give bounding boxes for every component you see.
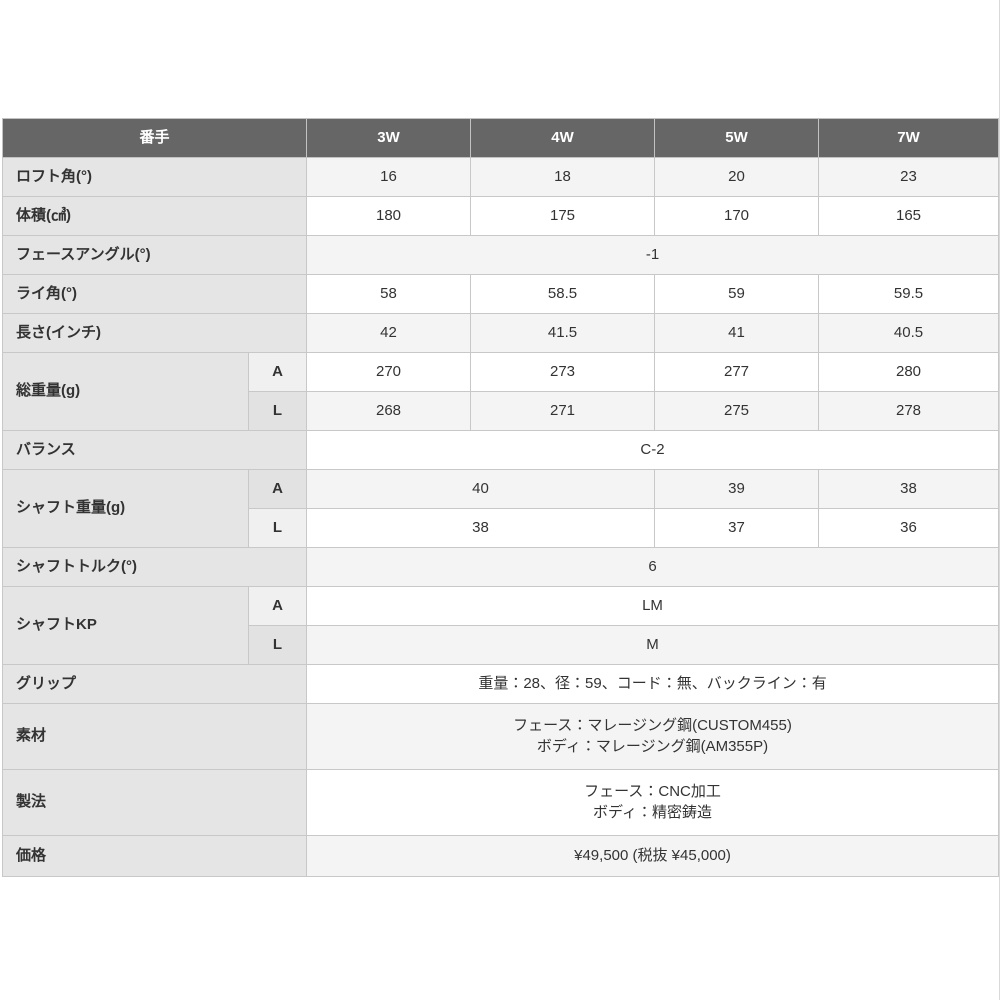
row-face-angle: フェースアングル(°) -1 — [1, 235, 1000, 275]
total-weight-l-3w: 268 — [306, 391, 472, 431]
balance-all: C-2 — [306, 430, 1000, 470]
process-body-line: ボディ：精密鋳造 — [593, 803, 712, 821]
row-material: 素材 フェース：マレージング鋼(CUSTOM455) ボディ：マレージング鋼(A… — [1, 703, 1000, 770]
shaft-torque-all: 6 — [306, 547, 1000, 587]
row-shaft-weight-a: シャフト重量(g) A 40 39 38 — [2, 469, 1000, 548]
shaft-weight-a-5w: 39 — [654, 469, 820, 509]
row-label-material: 素材 — [1, 703, 308, 770]
volume-7w: 165 — [818, 196, 1000, 236]
row-shaft-torque: シャフトトルク(°) 6 — [1, 547, 1000, 587]
row-loft-angle: ロフト角(°) 16 18 20 23 — [1, 157, 1000, 197]
total-weight-a-4w: 273 — [470, 352, 656, 392]
volume-5w: 170 — [654, 196, 820, 236]
shaft-weight-key-l: L — [247, 508, 308, 548]
row-label-process: 製法 — [1, 769, 308, 836]
shaft-weight-l-7w: 36 — [818, 508, 1000, 548]
header-col-3w: 3W — [306, 118, 472, 158]
length-4w: 41.5 — [470, 313, 656, 353]
row-length: 長さ(インチ) 42 41.5 41 40.5 — [1, 313, 1000, 353]
total-weight-l-5w: 275 — [654, 391, 820, 431]
volume-4w: 175 — [470, 196, 656, 236]
loft-5w: 20 — [654, 157, 820, 197]
row-shaft-weight-l: L 38 37 36 — [3, 508, 1000, 548]
row-label-shaft-torque: シャフトトルク(°) — [1, 547, 308, 587]
lie-3w: 58 — [306, 274, 472, 314]
row-label-total-weight: 総重量(g) — [2, 352, 249, 431]
row-label-length: 長さ(インチ) — [1, 313, 308, 353]
row-total-weight-a: 総重量(g) A 270 273 277 280 — [2, 352, 1000, 431]
row-lie-angle: ライ角(°) 58 58.5 59 59.5 — [1, 274, 1000, 314]
shaft-weight-key-a: A — [247, 469, 308, 509]
lie-5w: 59 — [654, 274, 820, 314]
shaft-kp-key-l: L — [247, 625, 308, 665]
total-weight-a-5w: 277 — [654, 352, 820, 392]
row-shaft-kp-l: L M — [3, 625, 1000, 665]
header-row: 番手 3W 4W 5W 7W — [1, 118, 1000, 158]
volume-3w: 180 — [306, 196, 472, 236]
row-label-loft: ロフト角(°) — [1, 157, 308, 197]
loft-4w: 18 — [470, 157, 656, 197]
process-all: フェース：CNC加工 ボディ：精密鋳造 — [306, 769, 1000, 836]
shaft-kp-key-a: A — [247, 586, 308, 626]
shaft-kp-l-all: M — [306, 625, 1000, 665]
row-label-shaft-weight: シャフト重量(g) — [2, 469, 249, 548]
total-weight-key-a: A — [247, 352, 308, 392]
length-3w: 42 — [306, 313, 472, 353]
total-weight-key-l: L — [247, 391, 308, 431]
lie-7w: 59.5 — [818, 274, 1000, 314]
loft-7w: 23 — [818, 157, 1000, 197]
header-col-7w: 7W — [818, 118, 1000, 158]
shaft-weight-l-3w4w: 38 — [306, 508, 656, 548]
shaft-weight-l-5w: 37 — [654, 508, 820, 548]
row-volume: 体積(㎤) 180 175 170 165 — [1, 196, 1000, 236]
header-col-4w: 4W — [470, 118, 656, 158]
shaft-weight-a-7w: 38 — [818, 469, 1000, 509]
row-label-grip: グリップ — [1, 664, 308, 704]
process-face-line: フェース：CNC加工 — [584, 783, 721, 801]
length-5w: 41 — [654, 313, 820, 353]
row-process: 製法 フェース：CNC加工 ボディ：精密鋳造 — [1, 769, 1000, 836]
total-weight-l-4w: 271 — [470, 391, 656, 431]
material-all: フェース：マレージング鋼(CUSTOM455) ボディ：マレージング鋼(AM35… — [306, 703, 1000, 770]
total-weight-a-7w: 280 — [818, 352, 1000, 392]
row-price: 価格 ¥49,500 (税抜 ¥45,000) — [1, 835, 1000, 877]
spec-table-header: 番手 3W 4W 5W 7W — [1, 118, 1000, 158]
header-col-5w: 5W — [654, 118, 820, 158]
grip-all: 重量：28、径：59、コード：無、バックライン：有 — [306, 664, 1000, 704]
face-angle-all: -1 — [306, 235, 1000, 275]
row-shaft-kp-a: シャフトKP A LM — [2, 586, 1000, 665]
lie-4w: 58.5 — [470, 274, 656, 314]
row-balance: バランス C-2 — [1, 430, 1000, 470]
row-label-volume: 体積(㎤) — [1, 196, 308, 236]
total-weight-l-7w: 278 — [818, 391, 1000, 431]
length-7w: 40.5 — [818, 313, 1000, 353]
club-spec-table: 番手 3W 4W 5W 7W ロフト角(°) 16 18 20 23 体積(㎤)… — [1, 118, 1000, 877]
row-label-balance: バランス — [1, 430, 308, 470]
material-body-line: ボディ：マレージング鋼(AM355P) — [536, 737, 769, 755]
row-label-face-angle: フェースアングル(°) — [1, 235, 308, 275]
row-label-price: 価格 — [1, 835, 308, 877]
price-all: ¥49,500 (税抜 ¥45,000) — [306, 835, 1000, 877]
row-grip: グリップ 重量：28、径：59、コード：無、バックライン：有 — [1, 664, 1000, 704]
total-weight-a-3w: 270 — [306, 352, 472, 392]
row-label-lie-angle: ライ角(°) — [1, 274, 308, 314]
row-label-shaft-kp: シャフトKP — [2, 586, 249, 665]
material-face-line: フェース：マレージング鋼(CUSTOM455) — [513, 717, 792, 735]
loft-3w: 16 — [306, 157, 472, 197]
header-corner-cell: 番手 — [1, 118, 308, 158]
shaft-kp-a-all: LM — [306, 586, 1000, 626]
shaft-weight-a-3w4w: 40 — [306, 469, 656, 509]
